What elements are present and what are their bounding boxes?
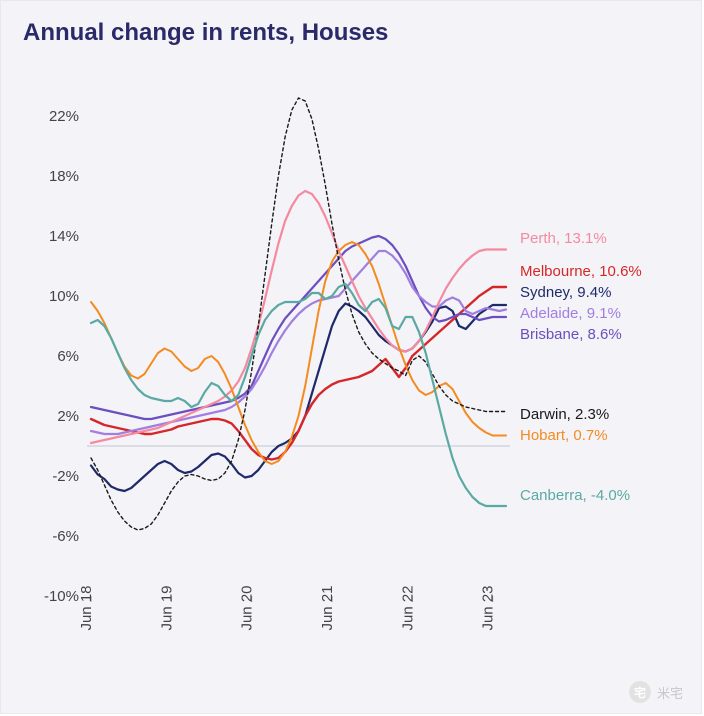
series-label-melbourne: Melbourne, 10.6% [520, 263, 642, 280]
chart-container: Annual change in rents, Houses -10%-6%-2… [0, 0, 702, 714]
series-label-canberra: Canberra, -4.0% [520, 487, 630, 504]
x-tick-label: Jun 21 [319, 585, 336, 630]
x-tick-label: Jun 20 [239, 585, 256, 630]
watermark-text: 米宅 [657, 683, 683, 702]
series-label-adelaide: Adelaide, 9.1% [520, 305, 621, 322]
series-line-sydney [91, 304, 506, 492]
y-tick-label: 18% [49, 168, 79, 185]
y-tick-label: 2% [57, 408, 79, 425]
series-line-adelaide [91, 251, 506, 434]
series-label-sydney: Sydney, 9.4% [520, 284, 611, 301]
x-tick-label: Jun 23 [480, 585, 497, 630]
watermark-icon: 宅 [629, 681, 651, 703]
series-line-canberra [91, 284, 506, 506]
series-label-brisbane: Brisbane, 8.6% [520, 326, 622, 343]
x-tick-label: Jun 19 [158, 585, 175, 630]
y-tick-label: 10% [49, 288, 79, 305]
series-label-hobart: Hobart, 0.7% [520, 427, 608, 444]
series-label-perth: Perth, 13.1% [520, 230, 607, 247]
x-tick-label: Jun 22 [399, 585, 416, 630]
y-tick-label: -10% [44, 588, 79, 605]
chart-plot: -10% -6% -2% 2% 6% 10% 14% 18% 22% Jun 18 Jun 19 J… [1, 1, 701, 713]
x-tick-label: Jun 18 [78, 585, 95, 630]
y-tick-label: 14% [49, 228, 79, 245]
y-tick-label: -2% [52, 468, 79, 485]
series-label-darwin: Darwin, 2.3% [520, 406, 609, 423]
y-tick-label: 6% [57, 348, 79, 365]
y-tick-label: 22% [49, 108, 79, 125]
watermark: 宅 米宅 [629, 681, 683, 703]
series-line-perth [91, 191, 506, 443]
y-tick-label: -6% [52, 528, 79, 545]
